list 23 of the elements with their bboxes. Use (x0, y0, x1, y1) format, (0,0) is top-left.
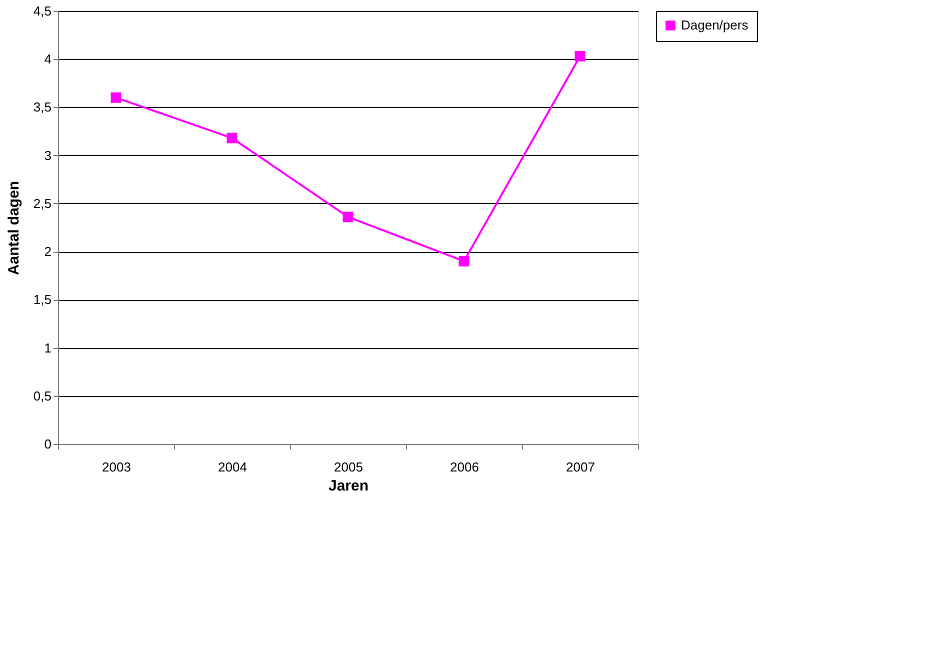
point (226, 132, 238, 144)
point (110, 92, 122, 103)
y-tick-label: 2 (44, 244, 52, 260)
y-tick-label: 3 (44, 148, 52, 163)
y-tick-label: 4,5 (33, 4, 52, 18)
y-tick-label: 4 (44, 52, 52, 67)
y-tick-label: 0,5 (33, 388, 52, 404)
y-tick-label: 1,5 (33, 292, 52, 308)
x-tick-label: 2003 (102, 460, 131, 474)
x-tick-label: 2006 (450, 460, 479, 474)
legend-label: Dagen/pers (681, 18, 749, 32)
x-axis-title: Jaren (328, 478, 369, 494)
y-tick-label: 0 (44, 436, 52, 452)
point (342, 212, 354, 222)
y-tick-label: 1 (44, 340, 52, 356)
x-tick-label: 2007 (566, 460, 595, 474)
y-tick-label: 3,5 (33, 100, 52, 115)
x-tick-label: 2005 (334, 460, 363, 474)
y-axis-title: Aantal dagen (5, 180, 22, 276)
x-tick-label: 2004 (218, 460, 247, 474)
point (574, 50, 586, 62)
y-tick-label: 2,5 (33, 196, 52, 211)
point (458, 256, 470, 266)
